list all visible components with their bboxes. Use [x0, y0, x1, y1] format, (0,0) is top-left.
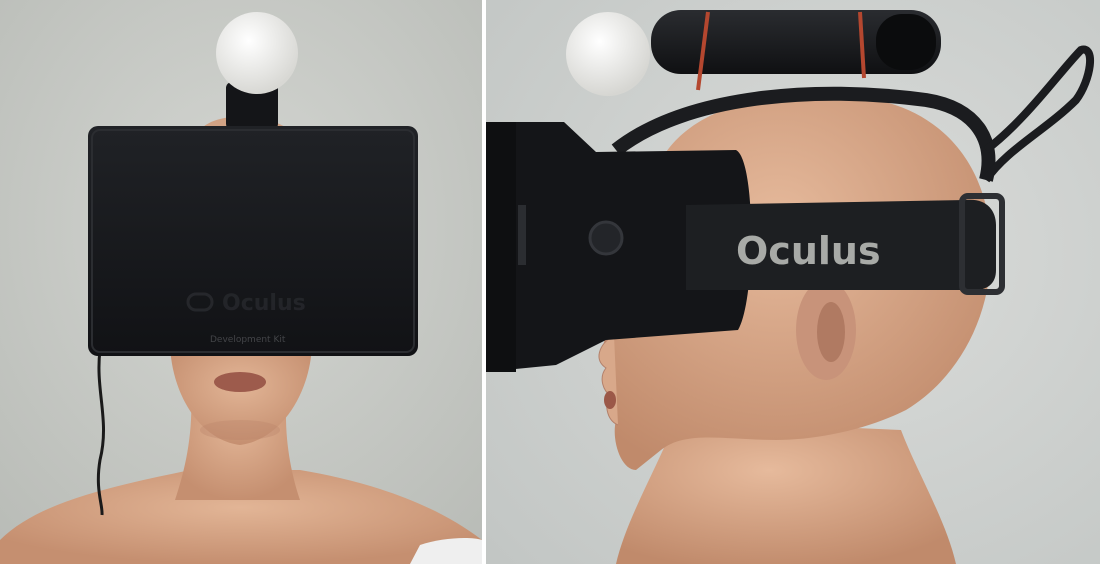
- rubber-band-1: [696, 11, 710, 91]
- mannequin-shoulders: [0, 470, 482, 564]
- motion-controller-ball: [216, 12, 298, 94]
- controller-end-cap: [876, 14, 936, 70]
- ear-inner: [817, 302, 845, 362]
- white-garment: [410, 537, 482, 564]
- motion-controller-stick: [651, 10, 941, 74]
- headset-front-face: [486, 122, 516, 372]
- rubber-band-2: [858, 11, 866, 79]
- panel-divider: [482, 0, 486, 564]
- headset-cable: [96, 349, 106, 516]
- headset-subtitle: Development Kit: [210, 335, 286, 345]
- motion-controller-ball: [566, 12, 650, 96]
- mannequin-lips: [214, 372, 266, 392]
- front-view-illustration: Oculus Development Kit: [0, 0, 482, 564]
- chin-shadow: [200, 420, 280, 440]
- headset-side-knob: [588, 220, 624, 256]
- motion-controller-stem: [226, 82, 278, 130]
- mannequin-face: [170, 345, 312, 445]
- side-view-illustration: Oculus: [486, 0, 1100, 564]
- strap-brand-text: Oculus: [736, 229, 881, 273]
- headset-bevel: [91, 129, 415, 353]
- side-view-photo: Oculus: [486, 0, 1100, 564]
- top-head-strap: [611, 86, 996, 182]
- front-view-photo: Oculus Development Kit: [0, 0, 482, 564]
- headset-brand-text: Oculus: [222, 291, 306, 316]
- mannequin-lips-side: [604, 391, 616, 409]
- rear-strap-loop: [982, 45, 1095, 183]
- strap-buckle: [959, 193, 1005, 295]
- headset-logo: Oculus Development Kit: [186, 291, 306, 345]
- headset-front-panel: [88, 126, 418, 356]
- side-strap: [686, 199, 996, 291]
- mannequin-neck-side: [616, 420, 956, 564]
- headset-vents: [518, 205, 526, 265]
